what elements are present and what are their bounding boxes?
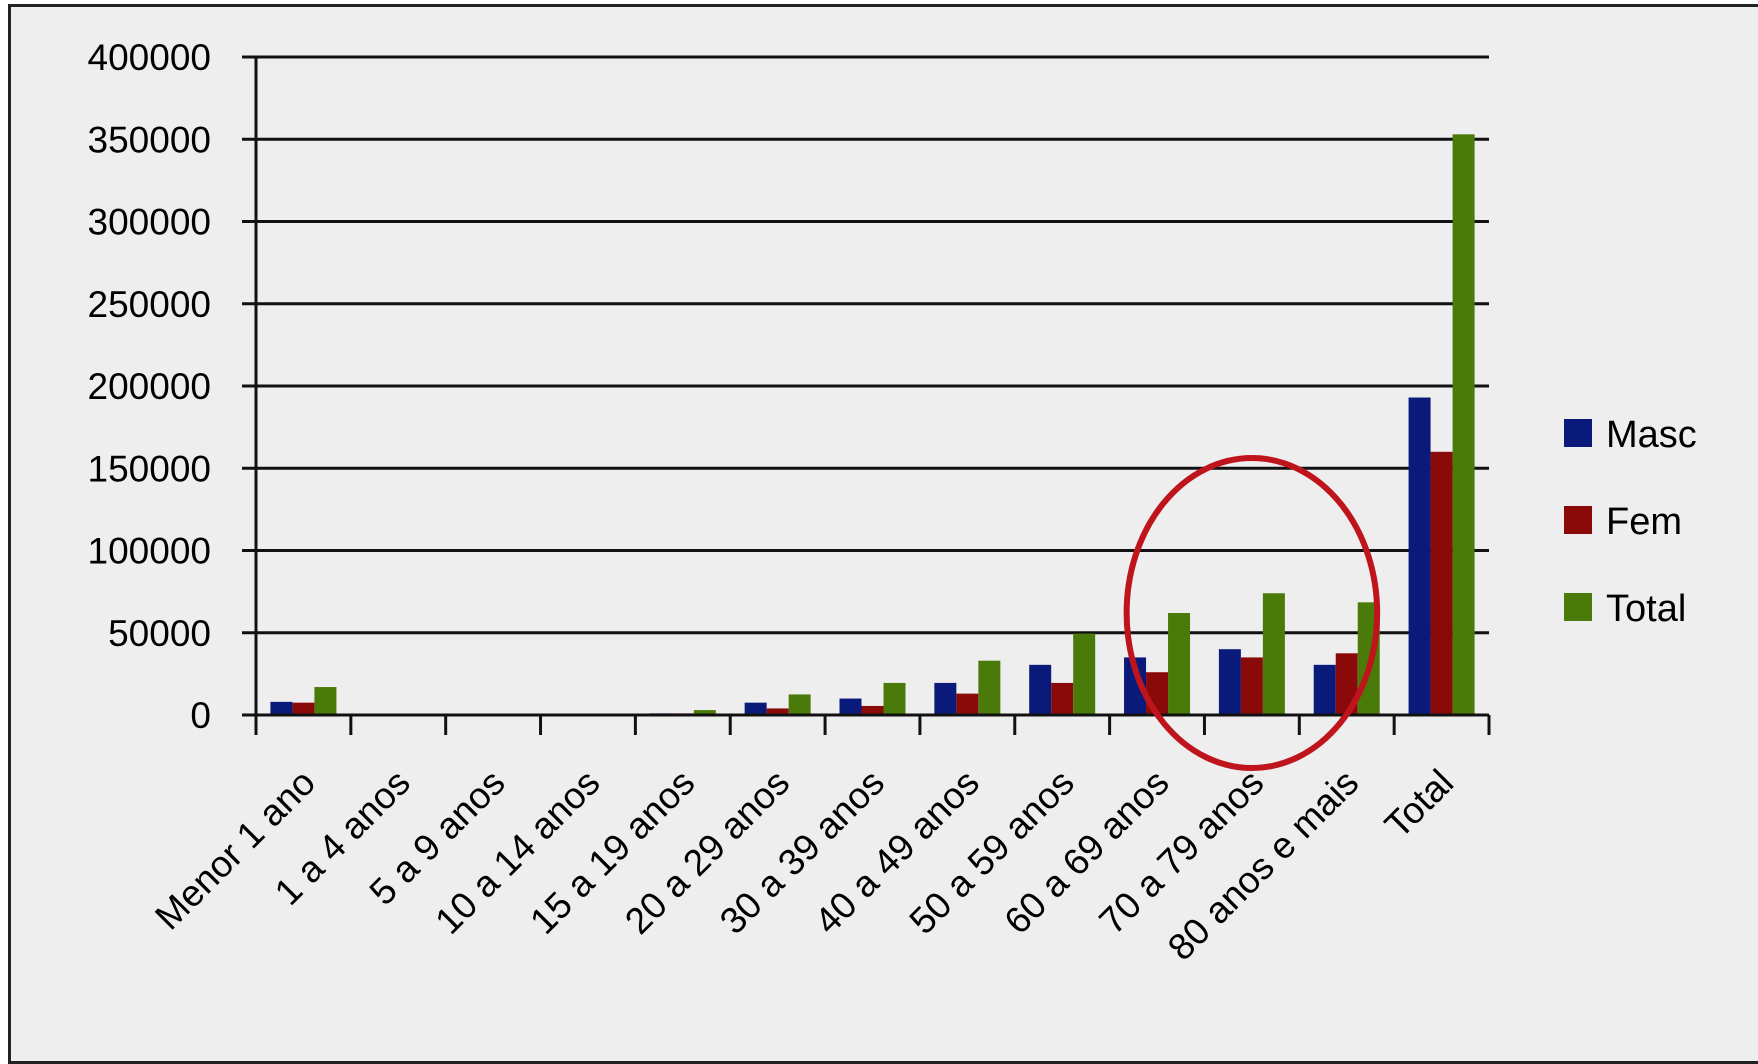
x-tick-label: 40 a 49 anos bbox=[807, 762, 987, 942]
y-tick-label: 100000 bbox=[88, 531, 211, 572]
bar-total bbox=[978, 660, 1001, 715]
bar-fem bbox=[292, 702, 315, 715]
bar-total bbox=[314, 687, 337, 715]
bar-masc bbox=[1313, 664, 1336, 715]
x-tick-label: 60 a 69 anos bbox=[996, 762, 1176, 942]
y-tick-label: 250000 bbox=[88, 284, 211, 325]
legend-swatch-fem bbox=[1564, 506, 1592, 534]
x-tick-label: 15 a 19 anos bbox=[522, 762, 702, 942]
y-tick-label: 200000 bbox=[88, 366, 211, 407]
bar-masc bbox=[270, 701, 293, 715]
bar-masc bbox=[1218, 649, 1241, 715]
bar-fem bbox=[1240, 657, 1263, 715]
legend-swatch-masc bbox=[1564, 419, 1592, 447]
bar-masc bbox=[1408, 397, 1431, 715]
y-tick-label: 300000 bbox=[88, 202, 211, 243]
bar-total bbox=[788, 694, 811, 715]
bar-fem bbox=[861, 705, 884, 715]
bar-masc bbox=[744, 702, 767, 715]
bar-fem bbox=[1146, 672, 1169, 715]
bar-masc bbox=[934, 682, 957, 715]
highlight-circle bbox=[1123, 455, 1381, 772]
x-tick-label: Total bbox=[1377, 762, 1461, 846]
bar-fem bbox=[1430, 451, 1453, 715]
bar-masc bbox=[1029, 664, 1052, 715]
bar-total bbox=[883, 682, 906, 715]
bar-fem bbox=[766, 708, 789, 715]
bar-chart: 0 50000 100000 150000 200000 250000 300000 3500… bbox=[88, 37, 1697, 968]
bar-fem bbox=[956, 693, 979, 715]
y-tick-label: 400000 bbox=[88, 37, 211, 78]
y-tick-label: 350000 bbox=[88, 119, 211, 160]
legend: Masc Fem Total bbox=[1564, 414, 1697, 630]
bar-total bbox=[1073, 633, 1096, 715]
legend-label-fem: Fem bbox=[1606, 501, 1682, 543]
bar-fem bbox=[1051, 682, 1074, 715]
y-tick-labels: 0 50000 100000 150000 200000 250000 300000 3500… bbox=[88, 37, 211, 736]
axes bbox=[242, 57, 1491, 735]
x-tick-label: 20 a 29 anos bbox=[617, 762, 797, 942]
chart-frame: 0 50000 100000 150000 200000 250000 300000 3500… bbox=[8, 4, 1758, 1064]
bar-masc bbox=[1124, 657, 1147, 715]
bar-total bbox=[693, 710, 716, 715]
x-tick-label: 10 a 14 anos bbox=[427, 762, 607, 942]
legend-label-masc: Masc bbox=[1606, 414, 1697, 456]
y-tick-label: 150000 bbox=[88, 448, 211, 489]
bar-total bbox=[1168, 613, 1191, 715]
bar-masc bbox=[839, 698, 862, 715]
legend-swatch-total bbox=[1564, 593, 1592, 621]
annotation bbox=[1123, 455, 1381, 772]
y-tick-label: 50000 bbox=[108, 613, 211, 654]
gridlines bbox=[242, 55, 1489, 635]
y-tick-label: 0 bbox=[190, 695, 211, 736]
bar-total bbox=[1452, 134, 1475, 715]
x-tick-label: 30 a 39 anos bbox=[712, 762, 892, 942]
bar-fem bbox=[1335, 653, 1358, 715]
bar-total bbox=[1262, 593, 1285, 715]
legend-label-total: Total bbox=[1606, 588, 1686, 630]
x-tick-label: 70 a 79 anos bbox=[1091, 762, 1271, 942]
x-tick-label: 50 a 59 anos bbox=[902, 762, 1082, 942]
